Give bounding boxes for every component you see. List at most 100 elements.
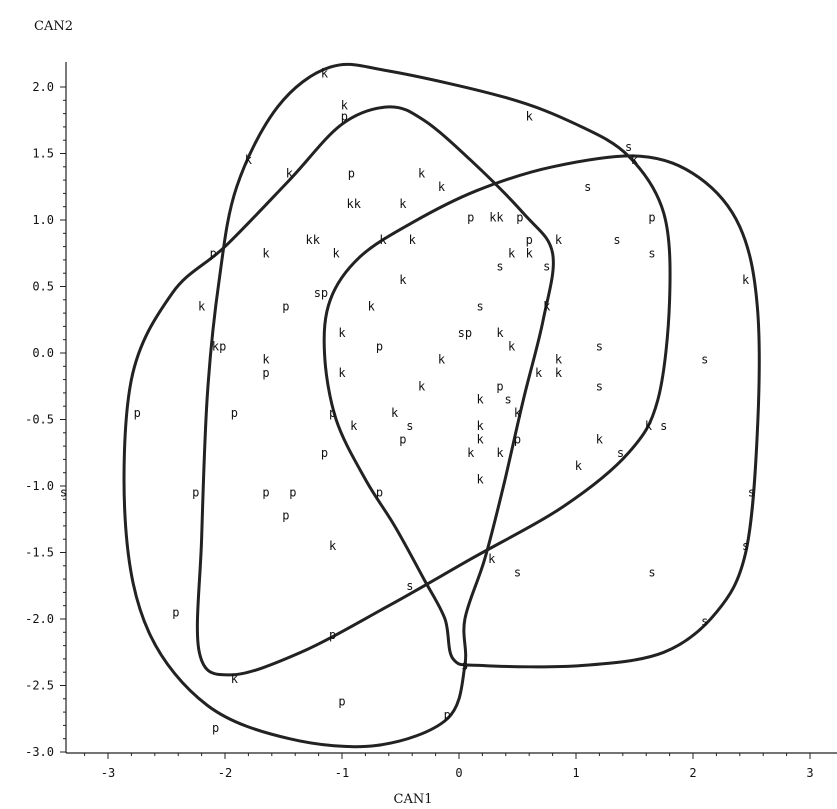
y-axis-title: CAN2 [34, 19, 73, 34]
point-marker: p [282, 508, 289, 522]
point-marker: sp [314, 286, 328, 300]
y-tick-label: -0.5 [25, 413, 54, 427]
point-marker: p [210, 246, 217, 260]
point-marker: p [329, 628, 336, 642]
y-tick-label: -2.0 [25, 612, 54, 626]
point-marker: s [406, 419, 413, 433]
point-marker: k [496, 326, 504, 340]
point-marker: p [172, 605, 179, 619]
y-tick-label: 1.0 [32, 213, 54, 227]
point-marker: s [625, 140, 632, 154]
point-marker: p [467, 210, 474, 224]
point-marker: k [514, 406, 522, 420]
hull-curve-3 [322, 154, 761, 669]
point-marker: p [444, 708, 451, 722]
point-marker: s [496, 260, 503, 274]
point-marker: s [514, 565, 521, 579]
point-marker: s [543, 260, 550, 274]
point-marker: k [438, 180, 446, 194]
point-marker: s [596, 379, 603, 393]
point-marker: k [231, 672, 239, 686]
x-tick-label: 0 [455, 766, 462, 780]
point-marker: k [262, 353, 270, 367]
point-marker: p [496, 379, 503, 393]
point-marker: k [418, 379, 426, 393]
point-marker: s [648, 246, 655, 260]
point-marker: p [516, 210, 523, 224]
x-tick-label: 1 [572, 766, 579, 780]
point-marker: k [338, 326, 346, 340]
point-marker: p [526, 233, 533, 247]
point-marker: s [596, 339, 603, 353]
point-marker: k [368, 299, 376, 313]
point-marker: p [262, 366, 269, 380]
point-marker: p [134, 406, 141, 420]
point-marker: s [406, 579, 413, 593]
point-marker: s [505, 393, 512, 407]
point-marker: s [584, 180, 591, 194]
point-marker: k [467, 446, 475, 460]
point-marker: k [391, 406, 399, 420]
point-marker: kk [346, 197, 361, 211]
y-tick-label: 1.5 [32, 147, 54, 161]
x-tick-label: 3 [806, 766, 813, 780]
point-marker: k [476, 472, 484, 486]
y-tick-label: 0.5 [32, 280, 54, 294]
point-marker: p [282, 299, 289, 313]
point-marker: k [286, 166, 294, 180]
point-marker: k [631, 153, 639, 167]
point-marker: k [198, 299, 206, 313]
point-marker: k [526, 246, 534, 260]
point-marker: k [333, 246, 341, 260]
point-marker: s [701, 615, 708, 629]
point-marker: kk [489, 210, 504, 224]
y-tick-label: -2.5 [25, 679, 54, 693]
point-marker: s [476, 299, 483, 313]
point-marker: k [508, 246, 516, 260]
y-tick-label: -1.0 [25, 479, 54, 493]
y-tick-label: -1.5 [25, 546, 54, 560]
point-marker: k [575, 459, 583, 473]
group-hulls [122, 62, 761, 749]
point-marker: s [701, 353, 708, 367]
x-axis-title: CAN1 [394, 792, 433, 807]
point-marker: k [329, 539, 337, 553]
point-marker: k [555, 353, 563, 367]
x-tick-label: 2 [689, 766, 696, 780]
x-tick-label: -3 [101, 766, 115, 780]
point-marker: p [514, 432, 521, 446]
point-marker: kp [212, 339, 226, 353]
x-tick-label: -1 [335, 766, 349, 780]
point-marker: p [348, 166, 355, 180]
point-marker: s [617, 446, 624, 460]
point-marker: p [192, 486, 199, 500]
point-marker: k [438, 353, 446, 367]
point-marker: p [212, 721, 219, 735]
point-marker: k [535, 366, 543, 380]
point-marker: k [350, 419, 358, 433]
point-marker: p [329, 406, 336, 420]
point-marker: k [476, 432, 484, 446]
point-marker: p [399, 432, 406, 446]
point-marker: k [543, 299, 551, 313]
y-tick-label: 0.0 [32, 346, 54, 360]
point-marker: s [742, 539, 749, 553]
point-marker: k [418, 166, 426, 180]
point-marker: kk [306, 233, 321, 247]
point-marker: k [338, 366, 346, 380]
x-tick-label: -2 [218, 766, 232, 780]
point-marker: p [338, 694, 345, 708]
point-marker: p [341, 109, 348, 123]
point-marker: k [399, 197, 407, 211]
hull-curve-1 [195, 62, 672, 677]
point-marker: k [488, 552, 496, 566]
point-marker: s [461, 659, 468, 673]
point-marker: k [645, 419, 653, 433]
point-marker: k [409, 233, 417, 247]
point-marker: k [596, 432, 604, 446]
point-marker: k [742, 273, 750, 287]
point-marker: k [526, 109, 534, 123]
point-marker: s [660, 419, 667, 433]
